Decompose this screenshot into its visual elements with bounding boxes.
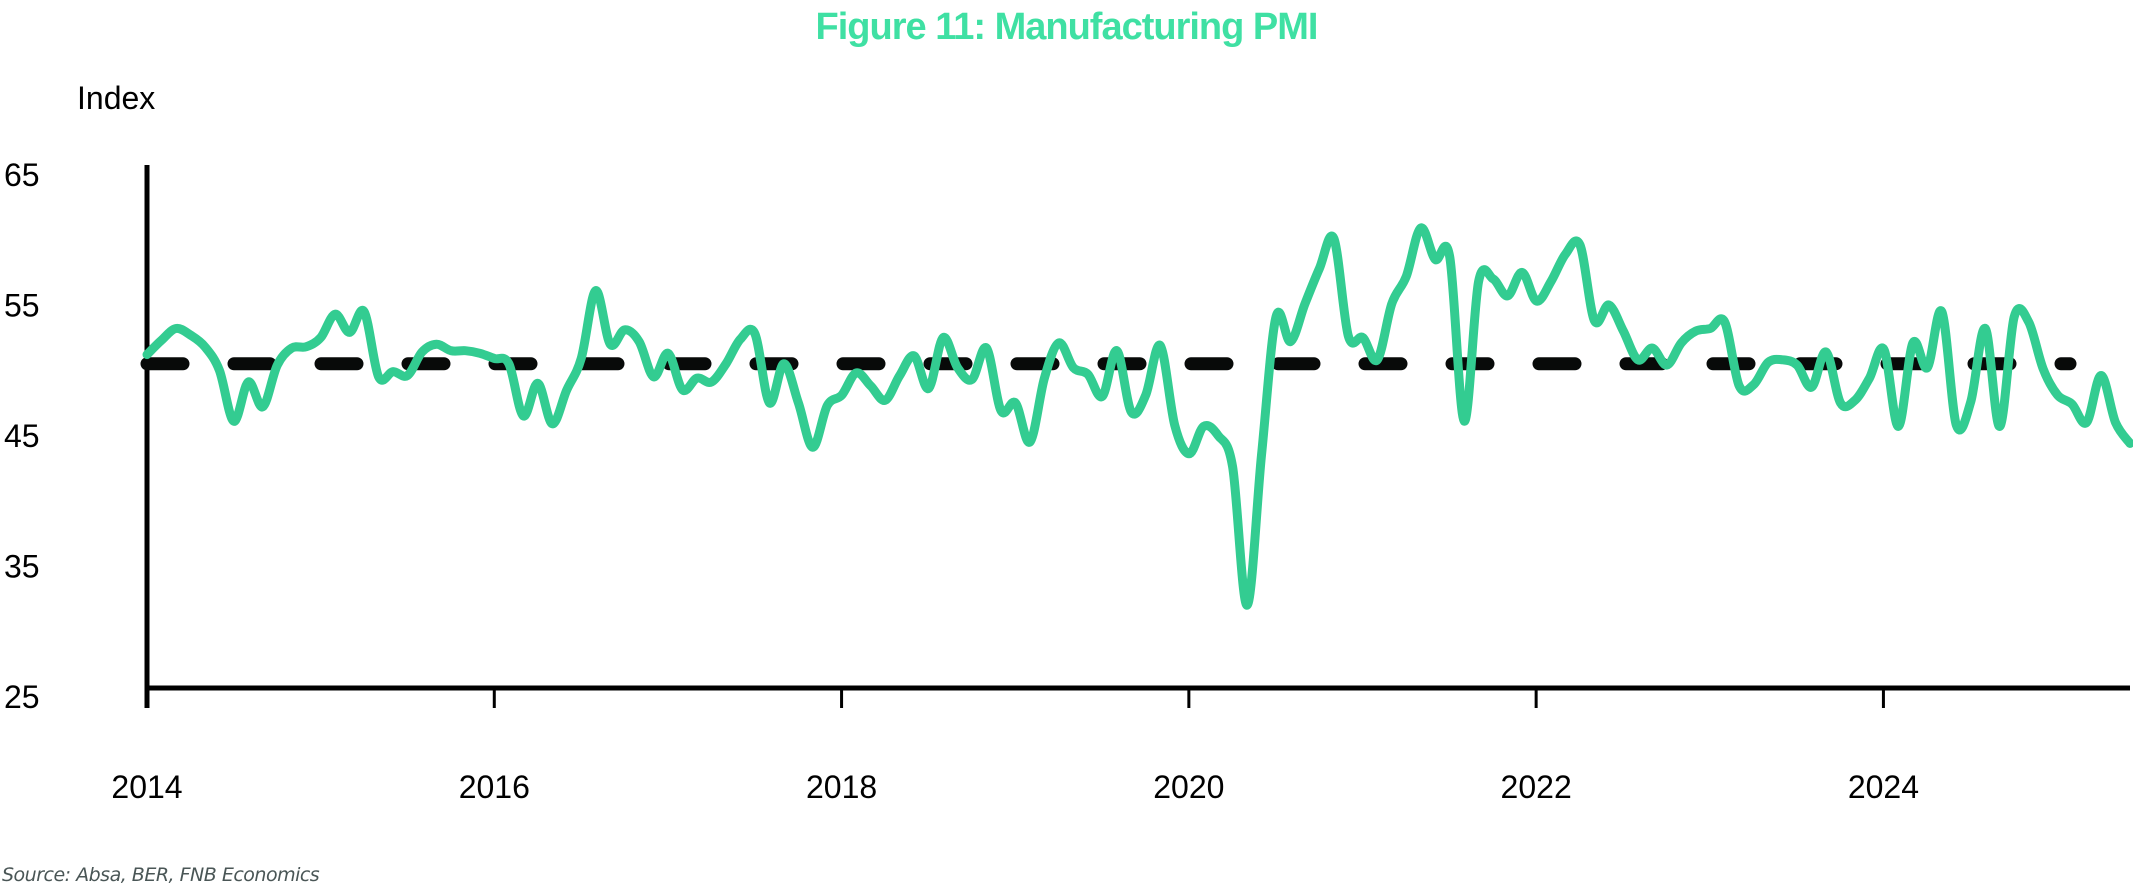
y-tick-label: 55: [4, 288, 40, 324]
y-tick-label: 65: [4, 157, 40, 193]
y-tick-label: 45: [4, 418, 40, 454]
x-tick-label: 2014: [111, 769, 182, 805]
x-tick-label: 2016: [459, 769, 530, 805]
y-tick-label: 35: [4, 549, 40, 585]
y-tick-labels: 65 55 45 35 25: [4, 157, 40, 715]
source-note: Source: Absa, BER, FNB Economics: [2, 864, 320, 886]
y-tick-label: 25: [4, 679, 40, 715]
x-tick-label: 2020: [1153, 769, 1224, 805]
x-ticks: 2014 2016 2018 2020 2022 2024: [111, 688, 1919, 805]
chart-title: Figure 11: Manufacturing PMI: [815, 6, 1319, 48]
y-axis-label: Index: [77, 80, 156, 116]
x-tick-label: 2024: [1848, 769, 1919, 805]
x-tick-label: 2018: [806, 769, 877, 805]
pmi-series-line: [142, 223, 2133, 610]
x-tick-label: 2022: [1501, 769, 1572, 805]
